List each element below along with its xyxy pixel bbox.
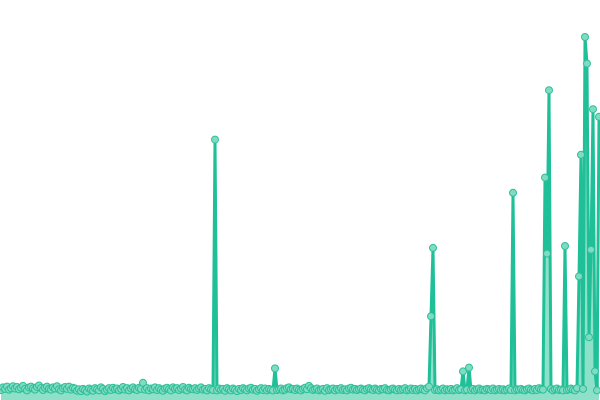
data-point	[583, 59, 591, 68]
data-point	[541, 173, 549, 182]
data-point	[543, 249, 551, 258]
data-point	[425, 382, 433, 391]
data-point	[587, 245, 595, 254]
data-point	[581, 33, 589, 41]
series-line	[0, 35, 600, 394]
data-point	[459, 367, 467, 376]
data-point	[595, 112, 600, 121]
data-point	[539, 385, 547, 394]
data-point	[271, 364, 279, 373]
data-point	[585, 333, 593, 342]
data-point	[509, 188, 517, 197]
data-point	[429, 243, 437, 252]
series-area	[1, 37, 599, 400]
data-point	[561, 242, 569, 250]
data-point	[577, 150, 585, 159]
data-point	[211, 135, 219, 144]
data-point	[589, 105, 597, 114]
data-point	[427, 312, 435, 321]
data-point	[579, 384, 587, 393]
data-point	[545, 86, 553, 95]
data-points	[0, 33, 600, 396]
data-point	[591, 367, 599, 376]
data-point	[593, 386, 600, 395]
data-point	[575, 272, 583, 281]
data-point	[465, 363, 473, 372]
